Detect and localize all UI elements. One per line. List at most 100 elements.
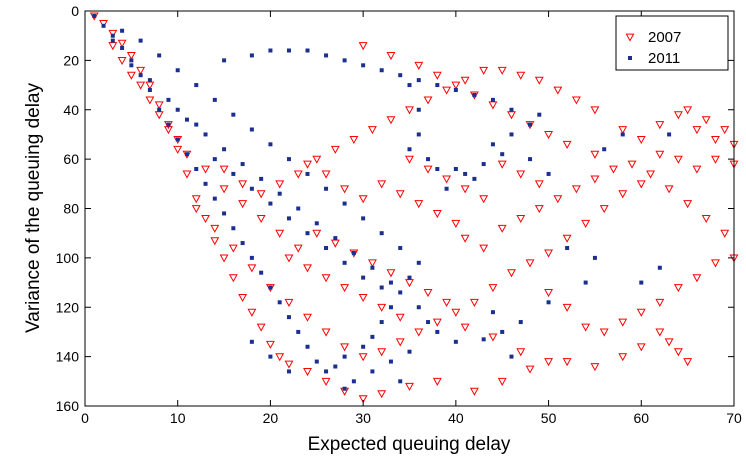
x-tick-label: 20 [263, 410, 279, 426]
data-point-2007 [275, 180, 285, 189]
data-point-2011 [175, 68, 180, 73]
data-point-2007 [340, 284, 350, 293]
data-point-2011 [92, 13, 97, 18]
data-point-2007 [581, 323, 591, 332]
y-tick-label: 40 [63, 102, 79, 118]
data-point-2011 [435, 83, 440, 88]
data-point-2011 [194, 122, 199, 127]
data-point-2011 [407, 349, 412, 354]
data-point-2011 [268, 354, 273, 359]
data-point-2011 [509, 354, 514, 359]
data-point-2007 [655, 298, 665, 307]
data-point-2011 [546, 300, 551, 305]
data-point-2011 [351, 379, 356, 384]
data-point-2011 [426, 157, 431, 162]
data-point-2011 [342, 386, 347, 391]
data-point-2007 [191, 205, 201, 214]
data-point-2007 [692, 165, 702, 174]
y-tick-label: 60 [63, 151, 79, 167]
data-point-2007 [247, 264, 257, 273]
data-point-2011 [277, 191, 282, 196]
data-point-2007 [358, 195, 368, 204]
data-point-2011 [286, 315, 291, 320]
data-point-2011 [324, 53, 329, 58]
data-point-2011 [286, 369, 291, 374]
data-point-2007 [599, 205, 609, 214]
data-point-2011 [379, 231, 384, 236]
data-point-2011 [583, 280, 588, 285]
data-point-2007 [460, 323, 470, 332]
data-point-2011 [398, 246, 403, 250]
data-point-2007 [711, 135, 720, 145]
data-point-2011 [407, 147, 412, 152]
data-point-2007 [145, 81, 155, 90]
data-point-2011 [565, 246, 570, 250]
data-point-2011 [546, 171, 551, 176]
data-point-2011 [639, 280, 644, 285]
data-point-2007 [618, 318, 628, 327]
y-tick-label: 140 [56, 349, 80, 365]
data-point-2007 [247, 308, 257, 317]
data-point-2007 [303, 313, 312, 322]
data-point-2007 [534, 180, 544, 189]
data-point-2007 [711, 155, 720, 164]
data-point-2007 [460, 185, 470, 194]
data-point-2011 [222, 147, 227, 152]
data-point-2011 [481, 162, 486, 167]
data-point-2007 [377, 348, 387, 357]
data-point-2011 [435, 167, 440, 171]
x-tick-label: 10 [170, 410, 186, 426]
data-point-2007 [330, 145, 340, 154]
data-point-2007 [655, 121, 665, 130]
data-point-2007 [534, 76, 544, 85]
data-point-2011 [175, 137, 180, 142]
data-point-2011 [407, 275, 412, 280]
data-point-2007 [405, 382, 414, 391]
data-point-2011 [259, 270, 264, 275]
data-point-2007 [228, 244, 238, 253]
data-point-2007 [312, 229, 322, 238]
data-point-2007 [340, 343, 350, 352]
data-point-2007 [405, 279, 414, 288]
data-point-2007 [479, 66, 489, 75]
data-point-2011 [453, 339, 458, 344]
data-point-2007 [117, 56, 127, 66]
data-point-2007 [293, 244, 303, 253]
data-point-2007 [562, 140, 572, 149]
data-point-2007 [534, 205, 544, 214]
data-point-2007 [571, 185, 581, 194]
data-point-2007 [692, 126, 702, 135]
data-point-2011 [166, 97, 171, 102]
data-point-2011 [259, 176, 264, 181]
data-point-2011 [416, 305, 421, 310]
data-point-2007 [136, 81, 146, 90]
data-point-2011 [398, 73, 403, 78]
data-point-2011 [490, 142, 495, 147]
data-point-2007 [358, 42, 368, 51]
y-axis: 0 20 40 60 80 100 120 140 160 [56, 3, 734, 414]
x-tick-label: 50 [541, 410, 557, 426]
data-point-2007 [664, 338, 674, 347]
data-point-2007 [173, 145, 183, 154]
data-point-2007 [238, 180, 248, 189]
data-point-2007 [692, 274, 702, 283]
data-point-2011 [472, 92, 477, 97]
data-point-2007 [432, 377, 442, 386]
data-point-2011 [490, 310, 495, 315]
data-point-2007 [432, 71, 442, 80]
data-point-2007 [636, 135, 646, 145]
data-point-2011 [249, 255, 254, 260]
legend-label-2007: 2007 [648, 29, 681, 46]
data-point-2007 [108, 29, 118, 38]
series-2007-points [89, 12, 739, 404]
data-point-2007 [442, 298, 452, 307]
data-point-2007 [488, 101, 498, 110]
data-point-2007 [488, 284, 498, 293]
data-point-2011 [286, 48, 291, 53]
data-point-2007 [460, 76, 470, 85]
data-point-2007 [321, 170, 331, 179]
data-point-2011 [222, 58, 227, 63]
y-tick-label: 120 [56, 299, 80, 315]
data-point-2011 [416, 78, 421, 83]
data-point-2011 [416, 260, 421, 265]
